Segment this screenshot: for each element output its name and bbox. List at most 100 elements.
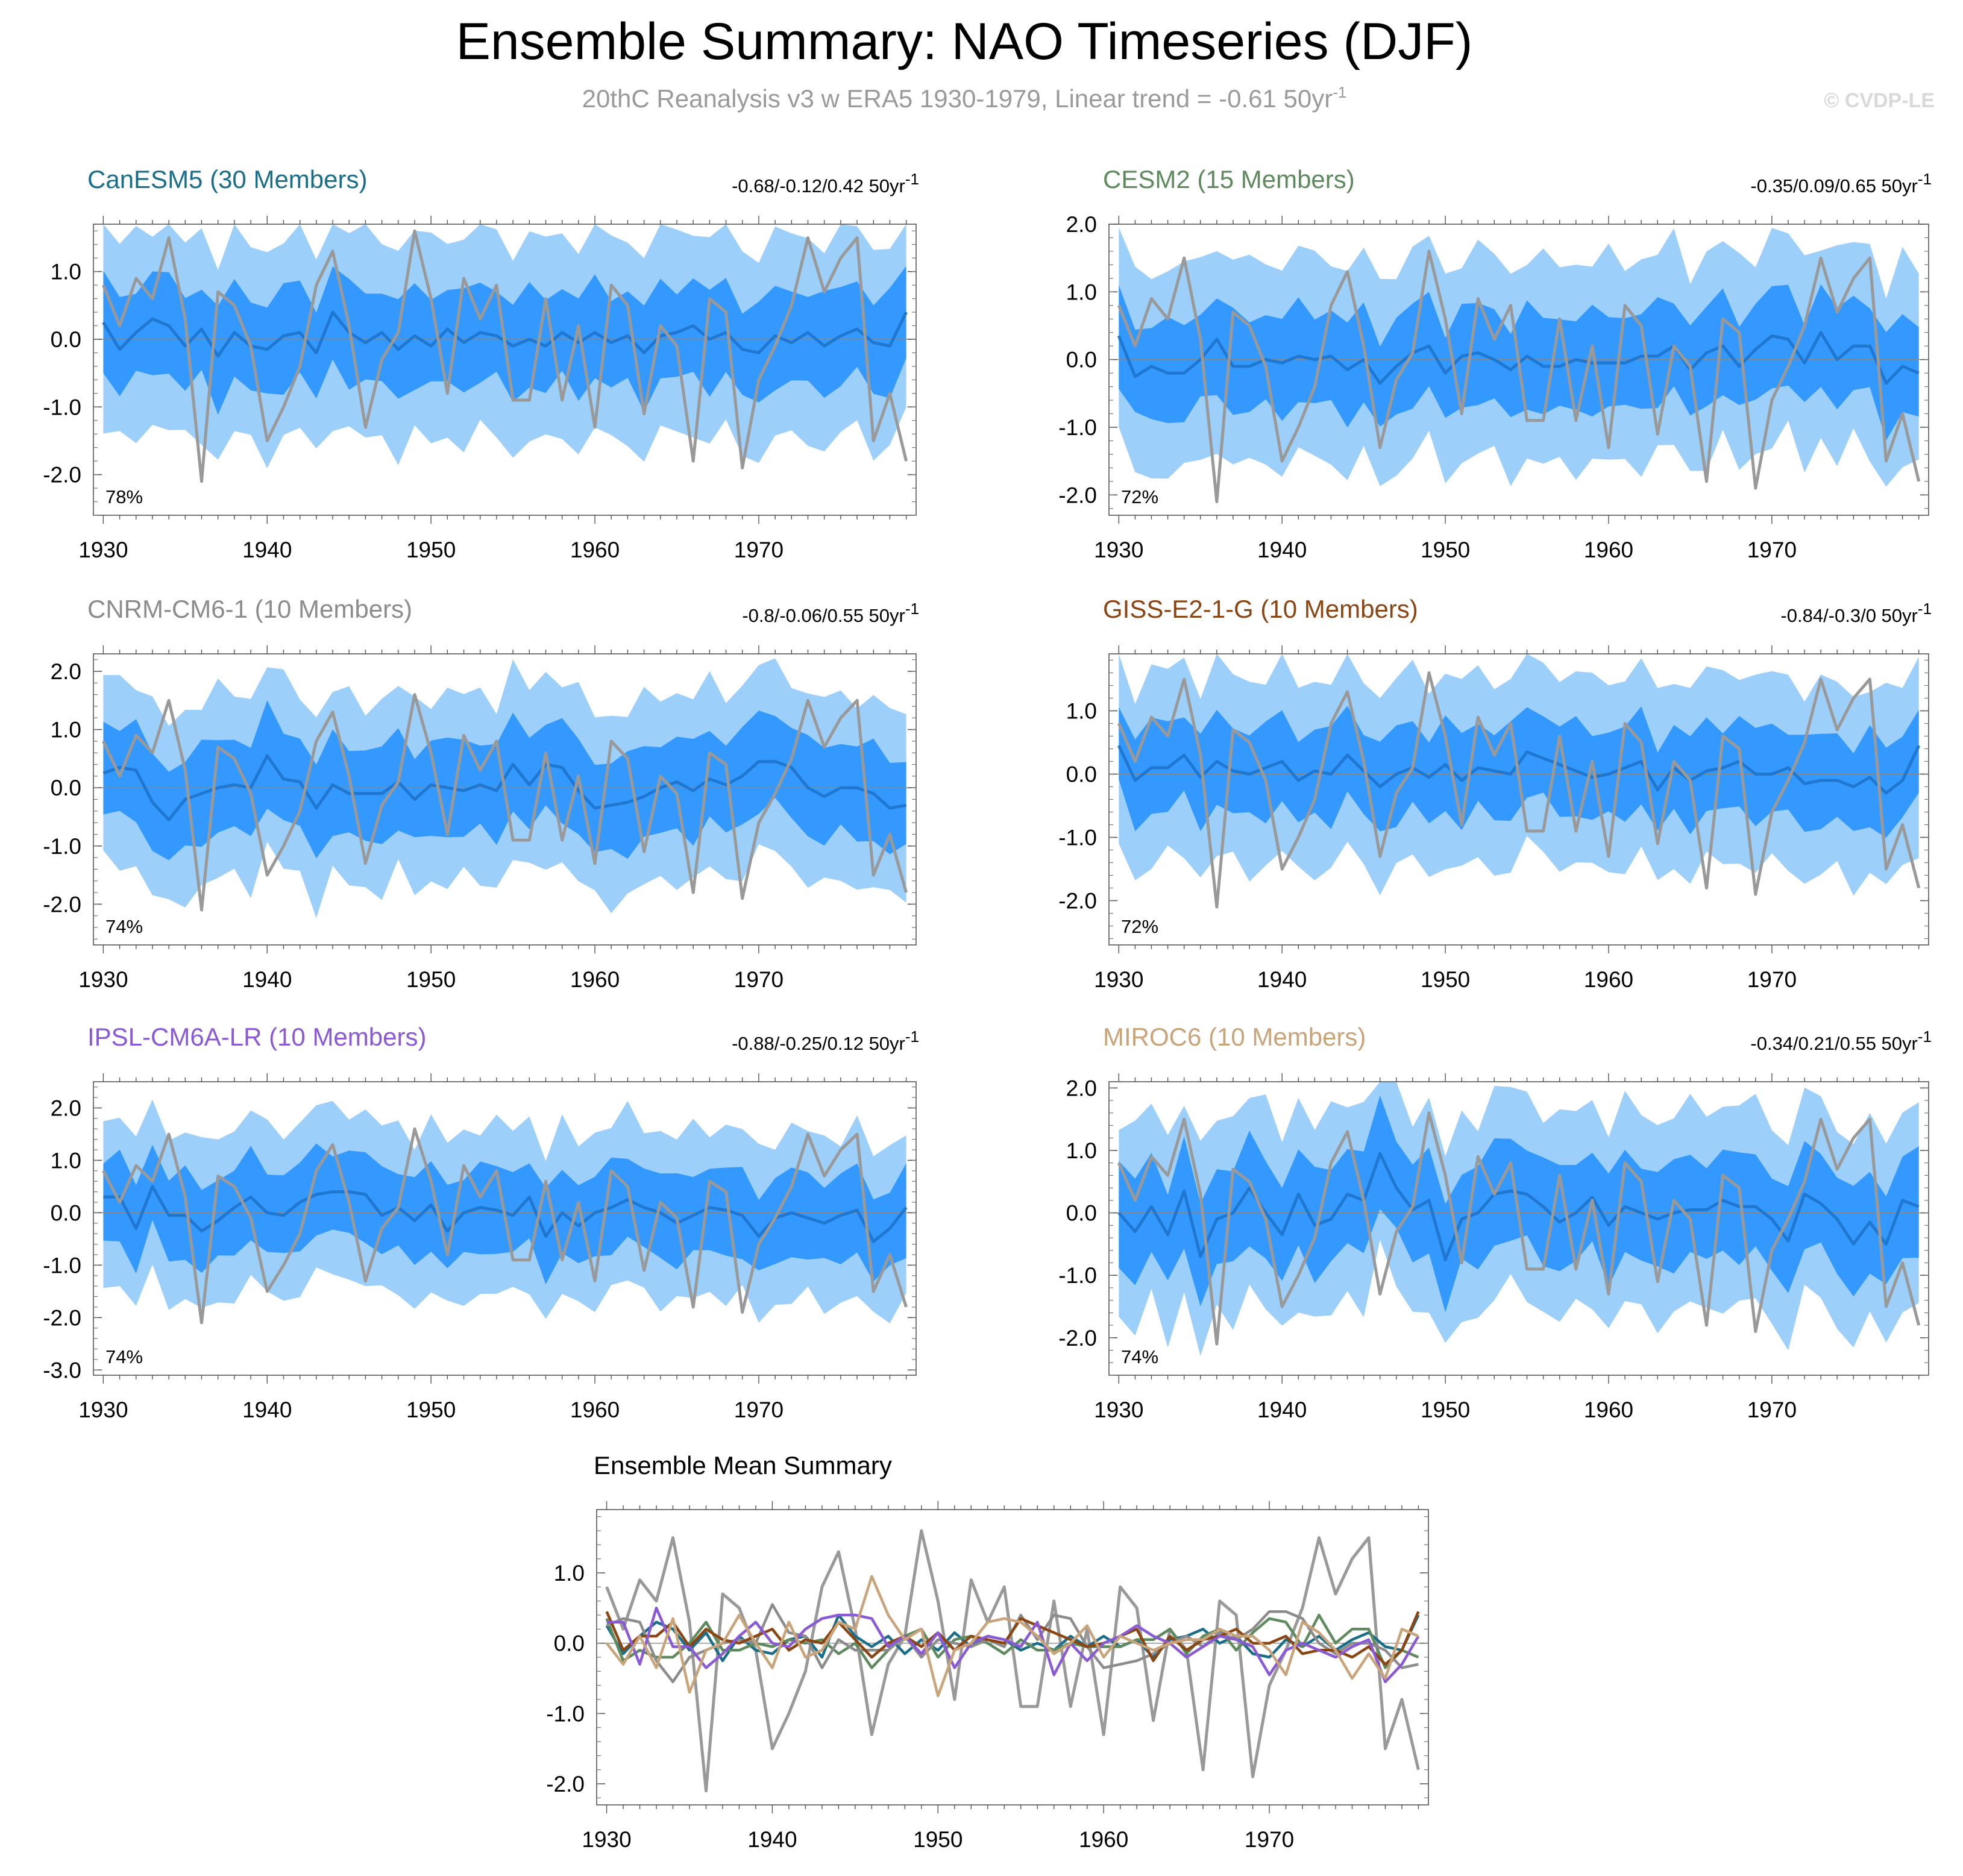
y-tick-label: -2.0 [43,892,81,917]
x-tick-label: 1960 [570,1398,620,1422]
plot-frame [1108,224,1929,516]
summary-model-mean-line [605,1611,1420,1666]
y-tick-label: 0.0 [51,327,81,352]
x-tick-label: 1960 [1584,538,1633,562]
y-tick-label: 0.0 [1066,762,1097,787]
y-tick-label: -1.0 [1058,1263,1097,1288]
summary-model-mean-line [606,1607,1420,1684]
observed-line [1117,1111,1921,1346]
x-tick-label: 1970 [734,967,784,992]
trend-text: -0.88/-0.25/0.12 50yr [732,1033,905,1054]
summary-observed-line [605,1529,1420,1793]
y-tick-label: 1.0 [51,718,81,742]
trend-label: -0.88/-0.25/0.12 50yr-1 [732,1027,919,1054]
model-panel: 2.0 1.0 0.0 -1.0 -2.0 1930 1940 1950 1960 1970 CNR… [43,595,919,992]
x-tick-label: 1950 [1421,967,1470,992]
y-tick-label: 1.0 [1066,699,1097,724]
trend-text: -0.34/0.21/0.55 50yr [1750,1033,1917,1054]
model-panel: 1.0 0.0 -1.0 -2.0 1930 1940 1950 1960 1970 CanESM… [43,165,919,562]
x-tick-label: 1930 [1094,538,1143,562]
percent-label: 78% [105,486,143,507]
trend-label: -0.84/-0.3/0 50yr-1 [1780,600,1932,626]
x-tick-label: 1930 [582,1827,631,1852]
y-tick-label: -1.0 [546,1701,585,1726]
y-tick-label: 0.0 [554,1631,585,1656]
panel-title: CNRM-CM6-1 (10 Members) [87,595,412,623]
trend-superscript: -1 [905,600,919,618]
y-tick-label: -3.0 [43,1358,81,1382]
x-tick-label: 1970 [734,1398,784,1422]
x-tick-label: 1930 [1094,967,1143,992]
y-tick-label: 1.0 [554,1561,585,1586]
observed-line [102,1127,908,1325]
x-tick-label: 1960 [570,967,620,992]
x-tick-label: 1940 [1257,1398,1307,1422]
x-tick-label: 1940 [242,1398,292,1422]
x-tick-label: 1940 [242,538,292,562]
trend-superscript: -1 [905,1027,919,1046]
y-tick-label: -1.0 [1058,826,1097,850]
x-tick-label: 1930 [78,1398,128,1422]
trend-label: -0.35/0.09/0.65 50yr-1 [1750,170,1932,196]
x-tick-label: 1960 [1584,1398,1633,1422]
panel-title: IPSL-CM6A-LR (10 Members) [87,1023,426,1051]
y-tick-label: -2.0 [1058,1326,1097,1351]
trend-superscript: -1 [1918,1027,1932,1046]
percent-label: 74% [105,916,143,937]
figure-title: Ensemble Summary: NAO Timeseries (DJF) [456,13,1473,71]
trend-superscript: -1 [905,170,919,188]
y-tick-label: -2.0 [546,1772,585,1796]
x-tick-label: 1960 [1584,967,1633,992]
trend-text: -0.8/-0.06/0.55 50yr [742,605,905,626]
trend-superscript: -1 [1918,170,1932,188]
subtitle-superscript: -1 [1333,83,1346,101]
ensemble-mean-line [1117,1152,1920,1261]
x-tick-label: 1960 [570,538,620,562]
plot-frame [93,224,917,516]
observed-line [102,229,908,483]
trend-text: -0.35/0.09/0.65 50yr [1750,175,1917,196]
panel-title: CESM2 (15 Members) [1103,165,1355,193]
y-tick-label: -2.0 [1058,889,1097,914]
summary-model-mean-line [605,1613,1419,1669]
x-tick-label: 1930 [1094,1398,1143,1422]
trend-text: -0.84/-0.3/0 50yr [1780,605,1917,626]
plot-frame [93,1081,917,1376]
panel-title: CanESM5 (30 Members) [87,165,367,193]
x-tick-label: 1970 [1747,1398,1797,1422]
x-tick-label: 1940 [1257,967,1307,992]
y-tick-label: -2.0 [1058,483,1097,507]
observed-line [102,693,908,912]
x-tick-label: 1970 [1245,1827,1294,1852]
y-tick-label: -2.0 [43,463,81,488]
x-tick-label: 1940 [747,1827,797,1852]
y-tick-label: 1.0 [51,260,81,284]
model-panel: 1.0 0.0 -1.0 -2.0 1930 1940 1950 1960 1970 GISS-E… [1058,595,1932,992]
x-tick-label: 1950 [913,1827,963,1852]
panel-title: GISS-E2-1-G (10 Members) [1103,595,1418,623]
y-tick-label: -1.0 [1058,415,1097,440]
x-tick-label: 1940 [242,967,292,992]
summary-title: Ensemble Mean Summary [594,1451,892,1479]
figure-subtitle: 20thC Reanalysis v3 w ERA5 1930-1979, Li… [582,83,1347,113]
x-tick-label: 1930 [78,967,128,992]
percent-label: 72% [1121,486,1158,507]
y-tick-label: 0.0 [1066,348,1097,372]
y-tick-label: 0.0 [51,776,81,800]
y-tick-label: 1.0 [51,1148,81,1173]
y-tick-label: 2.0 [51,659,81,684]
y-tick-label: -1.0 [43,834,81,859]
y-tick-label: -1.0 [43,395,81,419]
copyright-label: © CVDP-LE [1824,89,1935,112]
trend-text: -0.68/-0.12/0.42 50yr [732,175,905,196]
y-tick-label: 2.0 [1066,1076,1097,1100]
ensemble-mean-summary: 1.0 0.0 -1.0 -2.0 1930 1940 1950 1960 1970 Ensemb… [546,1451,1429,1852]
y-tick-label: 2.0 [1066,212,1097,237]
x-tick-label: 1970 [1747,967,1797,992]
y-tick-label: 0.0 [51,1200,81,1225]
summary-model-mean-line [605,1575,1419,1698]
model-panel: 2.0 1.0 0.0 -1.0 -2.0 1930 1940 1950 1960 1970 MIR… [1058,1023,1932,1422]
x-tick-label: 1950 [1421,1398,1470,1422]
panel-grid: 1.0 0.0 -1.0 -2.0 1930 1940 1950 1960 1970 CanESM… [43,165,1932,1422]
